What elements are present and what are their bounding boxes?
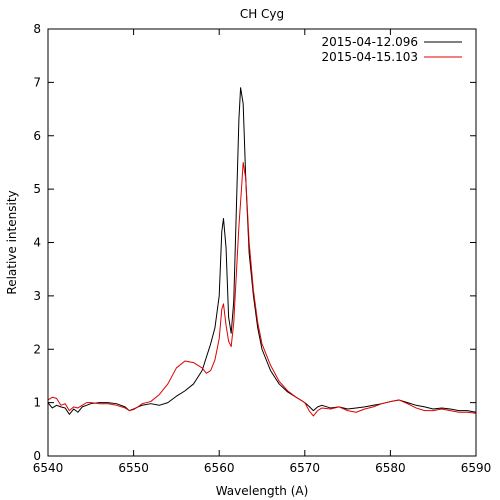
series-lines — [47, 87, 477, 417]
x-tick-label: 6560 — [204, 461, 235, 475]
y-tick-label: 8 — [33, 22, 41, 36]
y-tick-label: 5 — [33, 182, 41, 196]
series-line-2 — [47, 161, 477, 417]
y-axis-label: Relative intensity — [5, 190, 19, 294]
x-tick-label: 6540 — [33, 461, 64, 475]
y-tick-label: 2 — [33, 342, 41, 356]
x-tick-label: 6570 — [290, 461, 321, 475]
y-tick-label: 1 — [33, 396, 41, 410]
series-line-1 — [47, 87, 477, 415]
y-tick-label: 4 — [33, 236, 41, 250]
y-tick-label: 0 — [33, 449, 41, 463]
y-tick-label: 3 — [33, 289, 41, 303]
x-tick-label: 6580 — [375, 461, 406, 475]
legend-label-1: 2015-04-12.096 — [322, 35, 418, 49]
x-tick-label: 6590 — [461, 461, 492, 475]
legend-label-2: 2015-04-15.103 — [322, 50, 418, 64]
x-tick-label: 6550 — [118, 461, 149, 475]
chart-title: CH Cyg — [240, 7, 284, 21]
y-tick-label: 7 — [33, 75, 41, 89]
plot-frame — [47, 28, 477, 457]
y-tick-label: 6 — [33, 129, 41, 143]
x-axis-label: Wavelength (A) — [216, 484, 309, 498]
axis-ticks: 6540 6550 6560 6570 6580 6590 0 1 2 3 4 5 6 7 8 — [33, 22, 492, 475]
